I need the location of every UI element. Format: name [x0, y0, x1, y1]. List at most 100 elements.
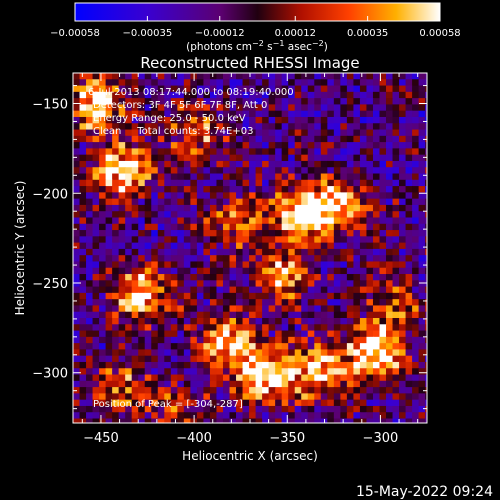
heatmap-cell	[412, 242, 420, 250]
heatmap-cell	[294, 198, 302, 206]
heatmap-cell	[386, 217, 394, 225]
heatmap-cell	[144, 255, 152, 263]
heatmap-cell	[209, 129, 218, 137]
heatmap-cell	[268, 261, 276, 269]
heatmap-cell	[340, 292, 348, 300]
heatmap-cell	[170, 211, 178, 219]
heatmap-cell	[353, 167, 361, 175]
heatmap-cell	[314, 173, 322, 181]
heatmap-cell	[216, 179, 224, 187]
colorbar-tick-label: 0.00058	[419, 28, 460, 39]
heatmap-cell	[86, 179, 94, 187]
heatmap-cell	[346, 311, 354, 319]
heatmap-cell	[307, 248, 315, 256]
heatmap-cell	[229, 73, 237, 80]
heatmap-cell	[386, 211, 394, 219]
heatmap-cell	[86, 167, 94, 175]
heatmap-cell	[418, 255, 426, 263]
heatmap-cell	[73, 418, 81, 423]
heatmap-cell	[151, 160, 159, 168]
heatmap-cell	[340, 330, 348, 338]
heatmap-cell	[392, 236, 400, 244]
heatmap-cell	[105, 179, 113, 187]
heatmap-cell	[183, 349, 191, 357]
heatmap-cell	[125, 135, 133, 143]
heatmap-cell	[301, 148, 309, 156]
heatmap-cell	[399, 135, 407, 143]
heatmap-cell	[118, 142, 126, 149]
heatmap-cell	[379, 148, 387, 156]
heatmap-cell	[333, 418, 341, 423]
heatmap-cell	[131, 343, 139, 351]
heatmap-cell	[327, 267, 335, 275]
heatmap-cell	[164, 173, 172, 181]
heatmap-cell	[346, 73, 354, 80]
heatmap-cell	[190, 142, 198, 149]
heatmap-cell	[138, 73, 146, 80]
heatmap-cell	[353, 192, 361, 200]
heatmap-cell	[386, 292, 394, 300]
heatmap-cell	[138, 110, 146, 118]
heatmap-cell	[425, 85, 427, 93]
heatmap-cell	[327, 110, 335, 118]
heatmap-cell	[79, 236, 87, 244]
heatmap-cell	[190, 361, 198, 369]
heatmap-cell	[418, 142, 426, 149]
heatmap-cell	[125, 324, 133, 332]
heatmap-cell	[164, 110, 172, 118]
heatmap-cell	[86, 399, 94, 407]
heatmap-cell	[314, 129, 322, 137]
heatmap-cell	[301, 336, 309, 344]
heatmap-cell	[418, 336, 426, 344]
heatmap-cell	[314, 223, 322, 231]
heatmap-cell	[359, 324, 368, 332]
heatmap-cell	[229, 305, 237, 313]
y-tick-label: −150	[32, 98, 68, 113]
heatmap-cell	[405, 242, 413, 250]
heatmap-cell	[183, 324, 191, 332]
heatmap-cell	[386, 286, 394, 294]
heatmap-cell	[320, 98, 328, 106]
heatmap-cell	[118, 110, 126, 118]
heatmap-cell	[262, 387, 270, 394]
heatmap-cell	[249, 248, 257, 256]
heatmap-cell	[105, 148, 113, 156]
heatmap-cell	[216, 104, 224, 112]
heatmap-cell	[177, 98, 185, 106]
heatmap-cell	[255, 230, 263, 237]
heatmap-cell	[333, 311, 341, 319]
heatmap-cell	[366, 374, 374, 382]
heatmap-cell	[281, 280, 289, 288]
heatmap-cell	[118, 116, 126, 124]
heatmap-cell	[379, 393, 387, 401]
heatmap-cell	[359, 142, 368, 149]
heatmap-cell	[144, 286, 152, 294]
heatmap-cell	[203, 292, 211, 300]
heatmap-cell	[86, 142, 94, 149]
heatmap-cell	[203, 368, 211, 376]
heatmap-cell	[307, 135, 315, 143]
heatmap-cell	[412, 255, 420, 263]
heatmap-cell	[346, 204, 354, 212]
heatmap-cell	[86, 91, 94, 99]
heatmap-cell	[281, 255, 289, 263]
heatmap-cell	[275, 85, 283, 93]
heatmap-cell	[268, 79, 276, 87]
heatmap-cell	[79, 393, 87, 401]
heatmap-cell	[366, 217, 374, 225]
heatmap-cell	[301, 79, 309, 87]
heatmap-cell	[222, 405, 231, 413]
heatmap-cell	[125, 280, 133, 288]
heatmap-cell	[131, 305, 139, 313]
heatmap-cell	[79, 173, 87, 181]
heatmap-cell	[372, 355, 381, 363]
heatmap-cell	[99, 223, 107, 231]
heatmap-cell	[190, 192, 198, 200]
heatmap-cell	[392, 192, 400, 200]
heatmap-cell	[418, 399, 426, 407]
heatmap-cell	[307, 299, 315, 307]
heatmap-cell	[79, 336, 87, 344]
heatmap-cell	[125, 85, 133, 93]
heatmap-cell	[268, 230, 276, 237]
heatmap-cell	[183, 236, 191, 244]
